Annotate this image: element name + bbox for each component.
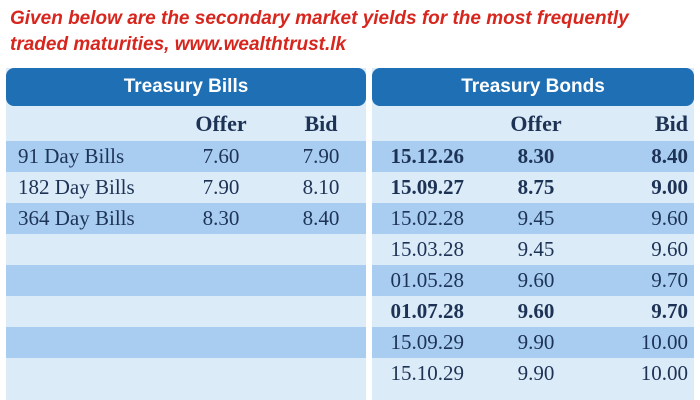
bond-offer: 9.90 <box>517 330 555 354</box>
caption-line-1: Given below are the secondary market yie… <box>10 8 629 29</box>
bond-offer: 9.60 <box>517 268 555 292</box>
treasury-bills-header: Treasury Bills <box>6 68 366 106</box>
column-header-bid: Bid <box>654 111 688 136</box>
bill-bid: 7.90 <box>302 144 340 168</box>
column-header-offer: Offer <box>195 111 247 136</box>
bond-date: 01.07.28 <box>390 299 465 323</box>
table-row: 01.05.28 9.60 9.70 <box>372 265 694 296</box>
table-row-empty <box>6 327 366 358</box>
bond-date: 15.02.28 <box>390 206 465 230</box>
bond-date: 15.12.26 <box>390 144 465 168</box>
table-row-empty <box>6 265 366 296</box>
bond-bid: 10.00 <box>640 361 688 385</box>
table-row: 15.09.29 9.90 10.00 <box>372 327 694 358</box>
table-row: 15.09.27 8.75 9.00 <box>372 172 694 203</box>
table-row: 01.07.28 9.60 9.70 <box>372 296 694 327</box>
table-row: 364 Day Bills 8.30 8.40 <box>6 203 366 234</box>
treasury-bonds-header: Treasury Bonds <box>372 68 694 106</box>
bond-date: 15.09.29 <box>390 330 465 354</box>
panel-divider <box>366 68 372 400</box>
bond-offer: 9.45 <box>517 237 555 261</box>
table-row-empty <box>6 358 366 389</box>
bill-label: 364 Day Bills <box>18 206 135 230</box>
table-row: 15.12.26 8.30 8.40 <box>372 141 694 172</box>
yields-caption: Given below are the secondary market yie… <box>10 6 690 58</box>
bond-offer: 8.30 <box>517 144 555 168</box>
table-header-row: Offer Bid <box>372 106 694 141</box>
bill-offer: 8.30 <box>202 206 240 230</box>
bond-offer: 9.45 <box>517 206 555 230</box>
bond-date: 15.09.27 <box>390 175 465 199</box>
bond-offer: 9.60 <box>517 299 555 323</box>
bill-offer: 7.60 <box>202 144 240 168</box>
column-header-offer: Offer <box>510 111 562 136</box>
bond-date: 15.10.29 <box>390 361 465 385</box>
treasury-bonds-panel: Treasury Bonds Offer Bid 15.12.26 8.30 8.4… <box>372 68 694 400</box>
bond-date: 01.05.28 <box>390 268 465 292</box>
treasury-bills-table: Offer Bid 91 Day Bills 7.60 7.90 182 Day… <box>6 106 366 389</box>
bill-label: 91 Day Bills <box>18 144 125 168</box>
table-row-empty <box>6 234 366 265</box>
caption-line-2: traded maturities, www.wealthtrust.lk <box>10 34 347 55</box>
bond-bid: 9.60 <box>651 237 688 261</box>
treasury-bonds-table: Offer Bid 15.12.26 8.30 8.40 15.09.27 8.75 9.… <box>372 106 694 389</box>
table-row: 15.02.28 9.45 9.60 <box>372 203 694 234</box>
treasury-bills-panel: Treasury Bills Offer Bid 91 Day Bills 7.… <box>6 68 366 400</box>
bond-offer: 9.90 <box>517 361 555 385</box>
table-row: 15.03.28 9.45 9.60 <box>372 234 694 265</box>
bond-bid: 10.00 <box>640 330 688 354</box>
column-header-bid: Bid <box>304 111 338 136</box>
table-row: 91 Day Bills 7.60 7.90 <box>6 141 366 172</box>
bond-bid: 9.60 <box>651 206 688 230</box>
bond-bid: 8.40 <box>651 144 688 168</box>
bill-label: 182 Day Bills <box>18 175 135 199</box>
bill-offer: 7.90 <box>202 175 240 199</box>
bond-bid: 9.70 <box>651 268 688 292</box>
bill-bid: 8.40 <box>302 206 340 230</box>
bond-bid: 9.70 <box>651 299 688 323</box>
table-row: 15.10.29 9.90 10.00 <box>372 358 694 389</box>
table-row-empty <box>6 296 366 327</box>
bond-offer: 8.75 <box>517 175 555 199</box>
bill-bid: 8.10 <box>302 175 340 199</box>
bond-date: 15.03.28 <box>390 237 465 261</box>
bond-bid: 9.00 <box>651 175 688 199</box>
table-header-row: Offer Bid <box>6 106 366 141</box>
table-row: 182 Day Bills 7.90 8.10 <box>6 172 366 203</box>
